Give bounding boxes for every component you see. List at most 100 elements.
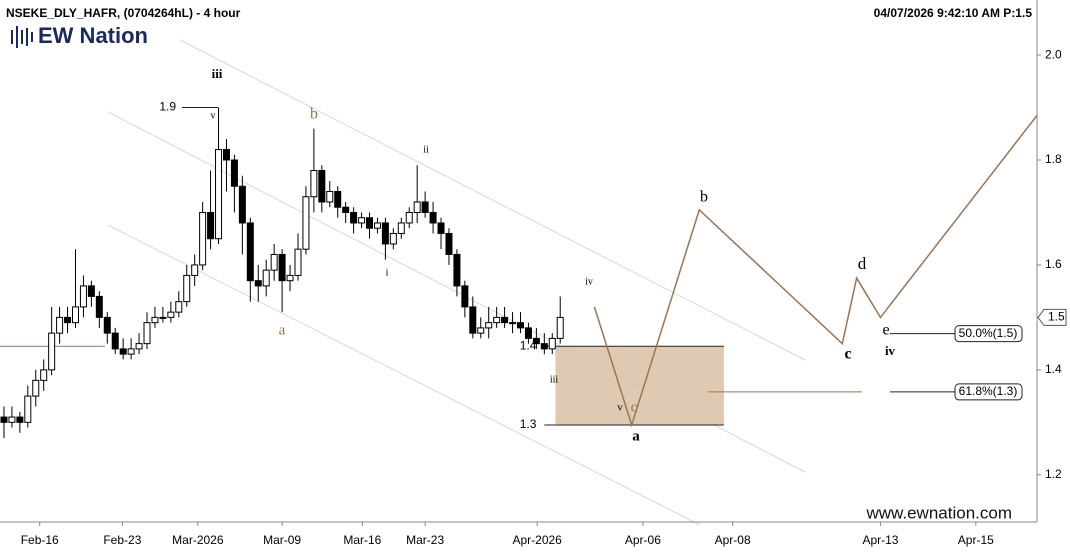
candle-body: [278, 253, 286, 282]
wave-label: i: [386, 267, 389, 278]
candle-body: [493, 316, 501, 324]
x-tick-label: Mar-09: [263, 533, 301, 547]
fib-box: [954, 325, 1023, 343]
x-tick-label: Apr-13: [862, 533, 898, 547]
candle-body: [64, 316, 72, 324]
candle-body: [556, 316, 564, 339]
channel-line: [107, 224, 701, 526]
candle-body: [302, 196, 310, 250]
wave-label: c: [631, 399, 638, 415]
candle-body: [191, 264, 199, 276]
candle-body: [405, 211, 413, 224]
candle-body: [421, 201, 429, 213]
x-tick-label: Mar-2026: [172, 533, 224, 547]
candle-body: [24, 395, 32, 423]
wave-label: v: [617, 402, 623, 414]
candle-body: [95, 295, 103, 318]
wave-label: iii: [212, 66, 223, 81]
wave-label: e: [882, 322, 889, 339]
zone-high-label: 1.4: [520, 338, 537, 352]
target-zone: [555, 346, 724, 425]
candle-body: [469, 306, 477, 334]
candle-body: [373, 222, 381, 229]
chart-title: NSEKE_DLY_HAFR, (0704264hL) - 4 hour: [6, 6, 241, 20]
y-tick-label: 2.0: [1045, 47, 1062, 61]
candle-body: [381, 222, 389, 245]
projection-line: [593, 114, 1038, 428]
candle-body: [254, 280, 262, 287]
wave-label: b: [310, 106, 318, 123]
candle-body: [445, 232, 453, 255]
wave-label: iv: [585, 276, 593, 287]
candle-body: [540, 343, 548, 350]
candle-body: [175, 301, 183, 313]
candle-body: [453, 253, 461, 287]
fib-label: 61.8%(1.3): [959, 384, 1018, 398]
x-tick-label: Apr-15: [958, 533, 994, 547]
candle-body: [222, 149, 230, 161]
logo: EW Nation: [11, 23, 148, 48]
candle-body: [262, 269, 270, 287]
x-tick-label: Feb-16: [21, 533, 59, 547]
candle-body: [48, 332, 56, 371]
candle-body: [350, 211, 358, 224]
timestamp: 04/07/2026 9:42:10 AM P:1.5: [874, 6, 1033, 20]
candle-body: [429, 211, 437, 224]
candle-body: [111, 332, 119, 350]
x-tick-label: Mar-23: [406, 533, 444, 547]
candle-body: [501, 316, 509, 324]
candle-body: [509, 322, 517, 325]
candle-body: [342, 206, 350, 213]
candle-body: [413, 201, 421, 213]
candle-body: [119, 348, 127, 355]
candle-body: [366, 217, 374, 229]
wave-label: a: [632, 428, 640, 444]
candle-body: [207, 211, 215, 240]
logo-icon: [11, 26, 33, 48]
candle-body: [532, 337, 540, 345]
candle-body: [56, 316, 64, 334]
candle-body: [143, 322, 151, 345]
wave-label: iii: [550, 374, 559, 385]
y-tick-label: 1.6: [1045, 257, 1062, 271]
last-price-label: 1.5: [1048, 310, 1065, 324]
candle-body: [318, 170, 326, 203]
watermark: www.ewnation.com: [865, 503, 1012, 522]
x-tick-label: Apr-06: [625, 533, 661, 547]
candle-body: [461, 285, 469, 308]
y-tick-label: 1.4: [1045, 362, 1062, 376]
candle-body: [151, 316, 159, 324]
candle-body: [294, 248, 302, 276]
channel-line: [179, 39, 806, 361]
candle-body: [310, 170, 318, 198]
candle-body: [199, 211, 207, 266]
candle-body: [477, 327, 485, 334]
x-tick-label: Apr-08: [715, 533, 751, 547]
candle-body: [270, 253, 278, 271]
wave-label: a: [279, 322, 286, 338]
candle-body: [71, 306, 79, 324]
fib-box: [954, 383, 1023, 401]
logo-text: EW Nation: [38, 23, 148, 48]
y-tick-label: 1.2: [1045, 467, 1062, 481]
candle-body: [485, 322, 493, 329]
candle-body: [230, 159, 238, 187]
candle-body: [79, 285, 87, 308]
candle-body: [358, 217, 366, 224]
candle-body: [87, 285, 95, 297]
candle-body: [334, 190, 342, 208]
x-tick-label: Mar-16: [343, 533, 381, 547]
candle-body: [326, 190, 334, 203]
candle-body: [437, 222, 445, 234]
candle-body: [183, 274, 191, 303]
candle-body: [524, 327, 532, 339]
candle-body: [159, 316, 167, 319]
last-price-marker: [1037, 308, 1067, 326]
candle-body: [40, 369, 48, 381]
y-tick-label: 1.8: [1045, 152, 1062, 166]
peak-label: 1.9: [159, 100, 176, 114]
wave-label: v: [211, 110, 216, 121]
x-tick-label: Feb-23: [103, 533, 141, 547]
candle-body: [8, 416, 16, 423]
